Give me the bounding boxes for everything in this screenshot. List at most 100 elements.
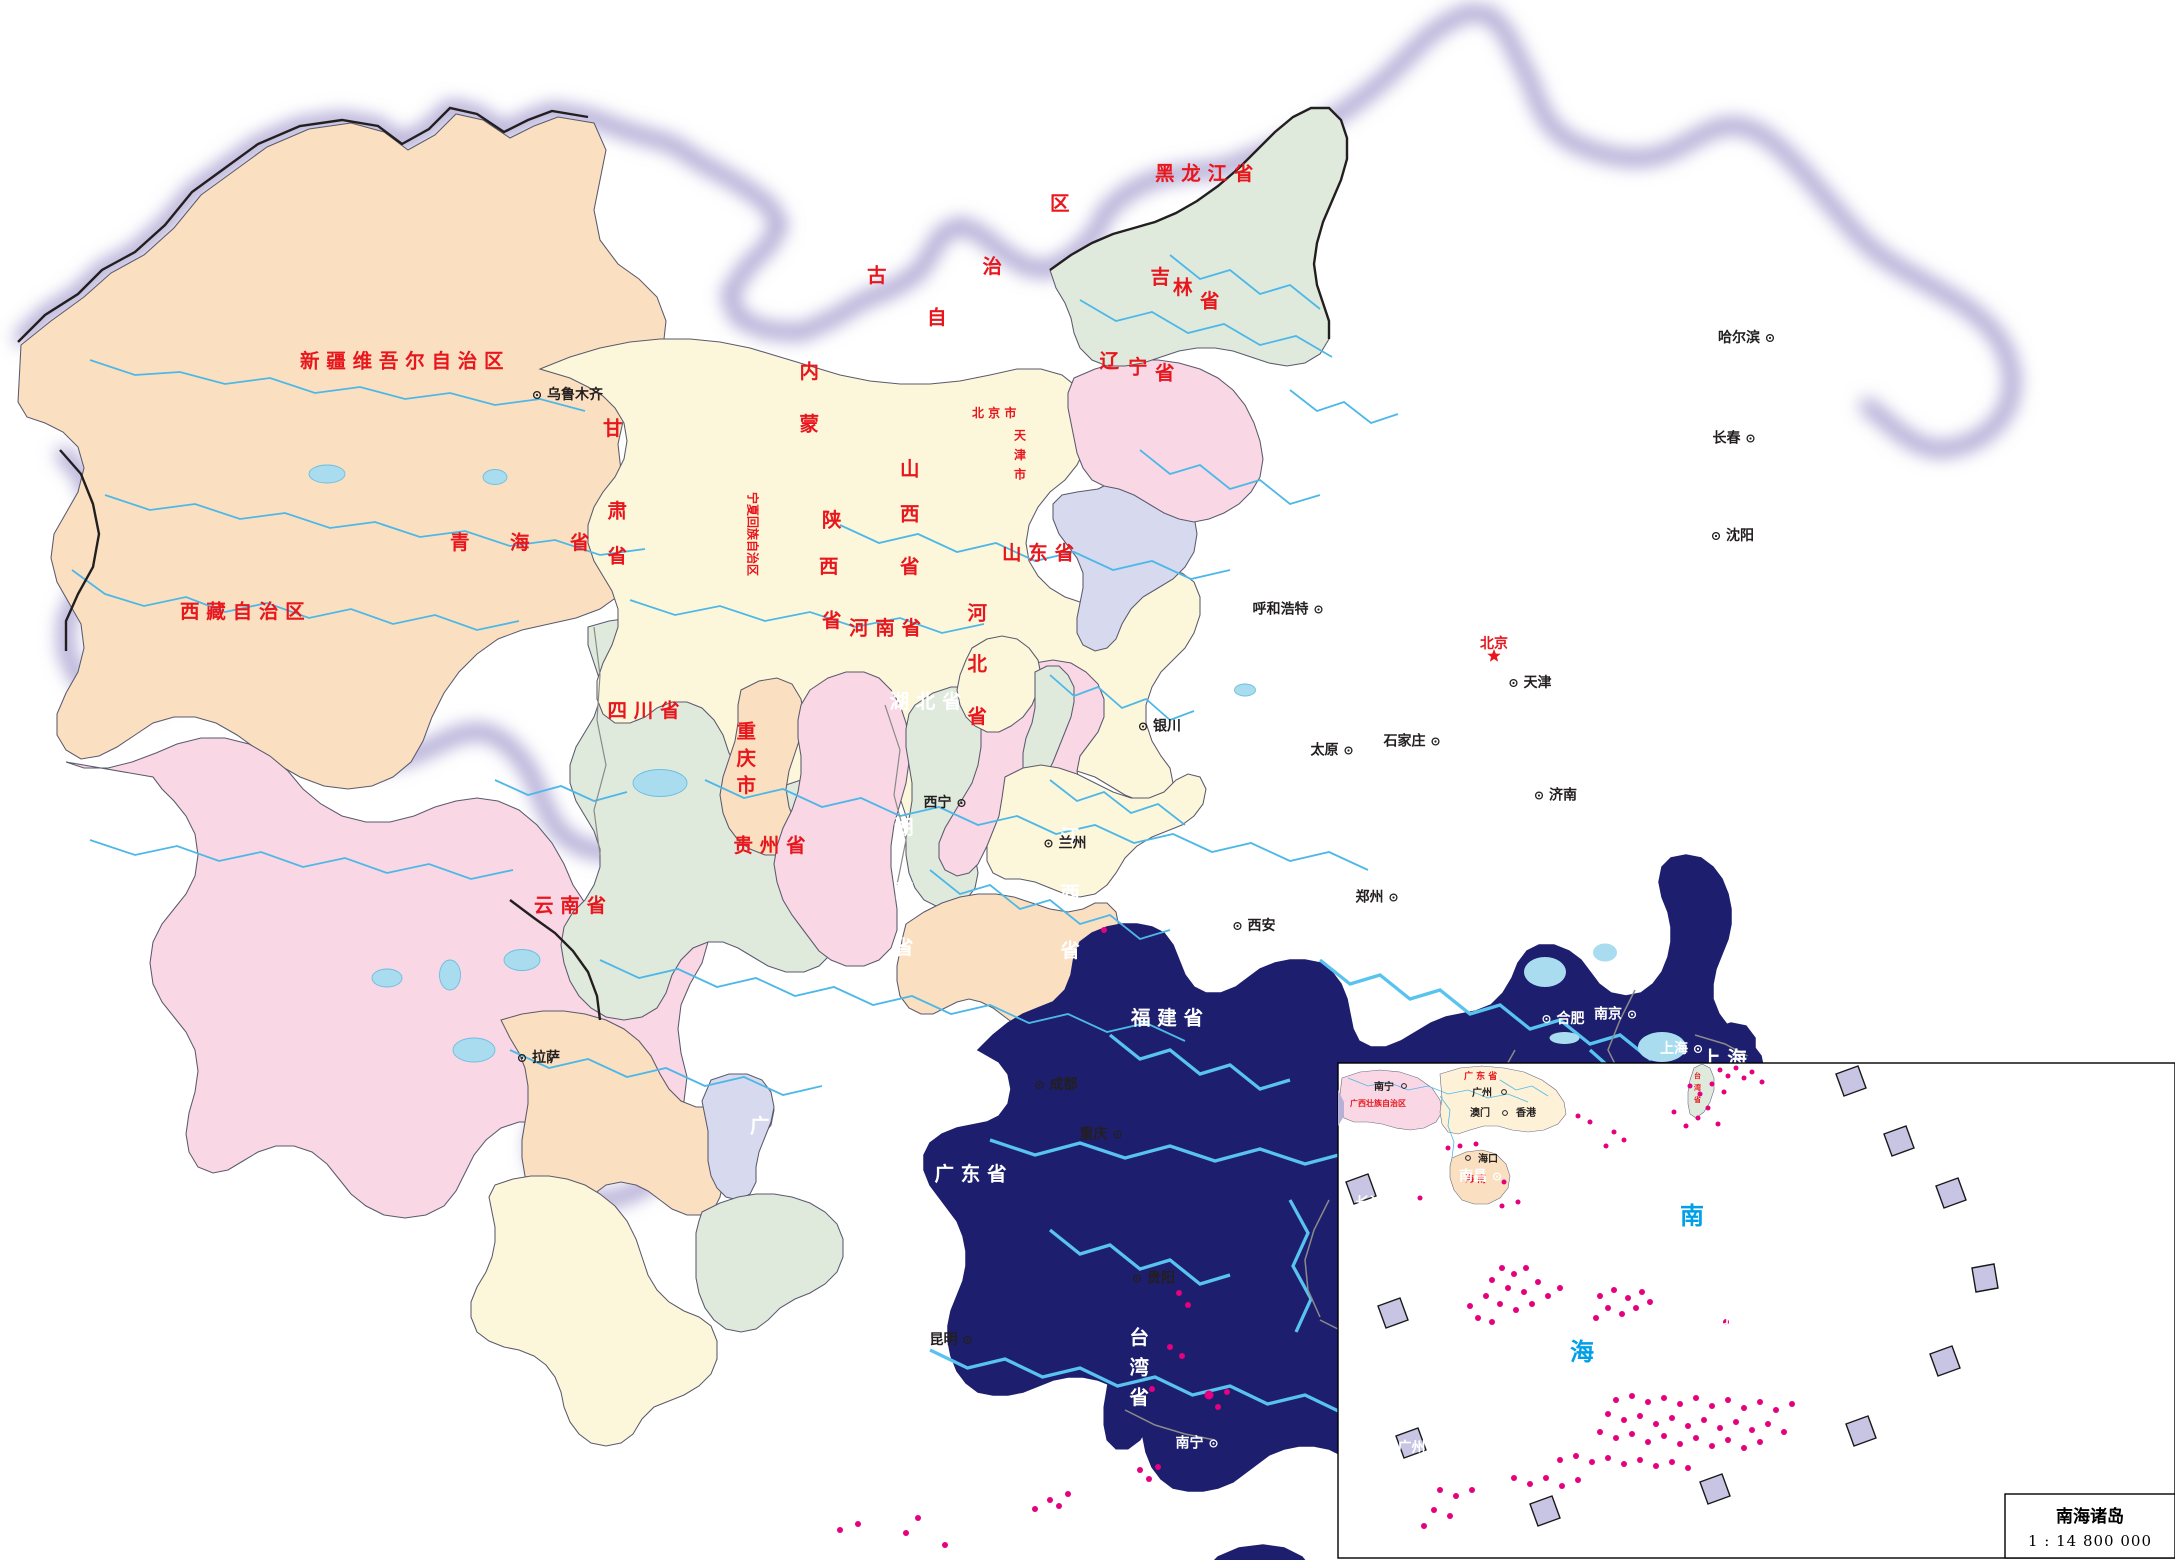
- capital-marker[interactable]: 北京: [1480, 635, 1508, 662]
- province-shaanxi[interactable]: [773, 671, 910, 967]
- capital-marker[interactable]: 昆明: [930, 1332, 972, 1348]
- city-dot-icon: [1401, 1482, 1404, 1486]
- province-shandong[interactable]: [986, 764, 1207, 898]
- capital-marker[interactable]: 乌鲁木齐: [532, 386, 604, 403]
- city-dot-icon: [960, 801, 963, 805]
- city-circle-icon: [963, 1335, 972, 1345]
- city-circle-icon: [1113, 1130, 1122, 1139]
- capital-city-label: 西安: [1248, 917, 1276, 934]
- province-yunnan[interactable]: [470, 1175, 718, 1447]
- capital-marker[interactable]: 石家庄: [1383, 733, 1440, 750]
- svg-text:广州: 广州: [1472, 1086, 1492, 1099]
- capital-marker[interactable]: 兰州: [1044, 835, 1087, 852]
- capital-city-label: 太原: [1311, 742, 1339, 759]
- province-chongqing[interactable]: [701, 1073, 775, 1201]
- label-jiangxi-c: 省: [1060, 939, 1081, 962]
- city-dot-icon: [1495, 1175, 1499, 1178]
- capital-marker[interactable]: 南昌: [1459, 1168, 1502, 1185]
- capital-city-label: 乌鲁木齐: [547, 386, 604, 403]
- capital-marker[interactable]: 成都: [1035, 1076, 1078, 1093]
- city-dot-icon: [520, 1056, 524, 1060]
- province-jilin[interactable]: [1067, 359, 1264, 523]
- capital-city-label: 郑州: [1356, 889, 1384, 906]
- capital-city-label: 哈尔滨: [1718, 329, 1760, 346]
- capital-marker[interactable]: 西安: [1233, 917, 1276, 934]
- city-circle-icon: [1651, 1086, 1661, 1096]
- capital-marker[interactable]: 郑州: [1356, 889, 1398, 906]
- label-liaoning-b: 宁: [1128, 356, 1148, 379]
- inset-title: 南海诸岛: [2056, 1506, 2124, 1527]
- city-dot-icon: [1047, 842, 1050, 845]
- capital-marker[interactable]: 香港: [1416, 1472, 1460, 1489]
- capital-marker[interactable]: 济南: [1534, 787, 1577, 804]
- label-hunan-c: 省: [893, 936, 914, 959]
- capital-city-label: 南昌: [1459, 1168, 1487, 1185]
- city-circle-icon: [1314, 605, 1323, 614]
- capital-city-label: 兰州: [1059, 835, 1087, 852]
- capital-marker[interactable]: 西宁: [924, 794, 966, 811]
- capital-marker[interactable]: 广州: [1398, 1439, 1440, 1456]
- city-circle-icon: [1389, 893, 1398, 902]
- capital-marker[interactable]: 福州: [1595, 1268, 1638, 1285]
- province-hainan[interactable]: [1197, 1544, 1320, 1560]
- capital-marker[interactable]: 呼和浩特: [1253, 601, 1323, 618]
- capital-city-label: 杭州: [1618, 1082, 1646, 1099]
- rivers-layer: [71, 254, 1399, 1096]
- capital-city-label: 成都: [1050, 1076, 1078, 1093]
- capital-city-label: 天津: [1524, 674, 1552, 691]
- inset-island-dots: [1417, 1065, 1795, 1529]
- svg-text:广 东 省: 广 东 省: [1464, 1070, 1497, 1082]
- city-circle-icon: [532, 390, 542, 400]
- capital-city-label: 北京: [1480, 635, 1508, 652]
- capital-marker[interactable]: 太原: [1311, 742, 1353, 759]
- province-boundaries: [593, 626, 907, 886]
- label-shanxi-c: 省: [899, 555, 920, 578]
- province-xinjiang[interactable]: [17, 113, 667, 790]
- label-neimenggu-d: 自: [927, 306, 947, 329]
- capital-marker[interactable]: 澳门: [1365, 1475, 1407, 1492]
- svg-text:澳门: 澳门: [1470, 1106, 1490, 1119]
- capital-marker[interactable]: 拉萨: [517, 1049, 560, 1066]
- city-dot-icon: [1714, 534, 1718, 538]
- capital-marker[interactable]: 沈阳: [1711, 527, 1754, 544]
- province-guizhou[interactable]: [695, 1193, 844, 1333]
- city-dot-icon: [1654, 1089, 1658, 1093]
- svg-text:台: 台: [1694, 1071, 1701, 1080]
- label-guizhou: 贵 州 省: [734, 834, 806, 857]
- city-circle-icon: [1209, 1439, 1218, 1448]
- svg-text:香港: 香港: [1516, 1106, 1537, 1119]
- capital-city-label: 石家庄: [1383, 733, 1426, 750]
- capital-marker[interactable]: 银川: [1138, 718, 1181, 735]
- svg-text:广西壮族自治区: 广西壮族自治区: [1350, 1098, 1406, 1108]
- inset-map-south-china-sea[interactable]: 南 海 广 东 省 广州 澳门 香港 南宁 广西壮族自治区 海口 海 南 台 湾…: [1337, 1062, 2175, 1559]
- label-xizang: 西 藏 自 治 区: [180, 600, 305, 623]
- label-shandong: 山 东 省: [1002, 542, 1074, 565]
- city-dot-icon: [1533, 1145, 1536, 1148]
- capital-marker[interactable]: 杭州: [1618, 1082, 1661, 1099]
- city-dot-icon: [1141, 725, 1145, 728]
- label-ningxia: 宁夏回族自治区: [746, 492, 761, 576]
- capital-marker[interactable]: 南京: [1594, 1006, 1637, 1023]
- capital-marker[interactable]: 上海: [1660, 1040, 1703, 1057]
- city-dot-icon: [1537, 794, 1541, 797]
- capital-marker[interactable]: 贵阳: [1132, 1270, 1175, 1287]
- capital-marker[interactable]: 重庆: [1080, 1126, 1122, 1143]
- label-gansu-b: 肃: [608, 500, 628, 523]
- capital-marker[interactable]: 长春: [1713, 430, 1755, 447]
- capital-marker[interactable]: 哈尔滨: [1718, 329, 1775, 346]
- capital-marker[interactable]: 武汉: [1497, 1138, 1539, 1155]
- capital-marker[interactable]: 合肥: [1542, 1010, 1585, 1027]
- city-circle-icon: [1530, 1142, 1539, 1151]
- capital-marker[interactable]: 天津: [1509, 674, 1552, 691]
- city-dot-icon: [1696, 1047, 1700, 1051]
- province-beijing[interactable]: [956, 635, 1042, 733]
- label-hunan-b: 南: [894, 879, 914, 902]
- label-neimenggu-e: 治: [983, 255, 1003, 278]
- capital-city-label: 贵阳: [1147, 1270, 1175, 1287]
- city-dot-icon: [1744, 1320, 1748, 1324]
- capital-marker[interactable]: 长沙: [1356, 1195, 1398, 1212]
- label-heilongjiang: 黑 龙 江 省: [1155, 162, 1253, 185]
- capital-marker[interactable]: 南宁: [1176, 1435, 1218, 1452]
- capital-marker[interactable]: 台北: [1708, 1313, 1751, 1330]
